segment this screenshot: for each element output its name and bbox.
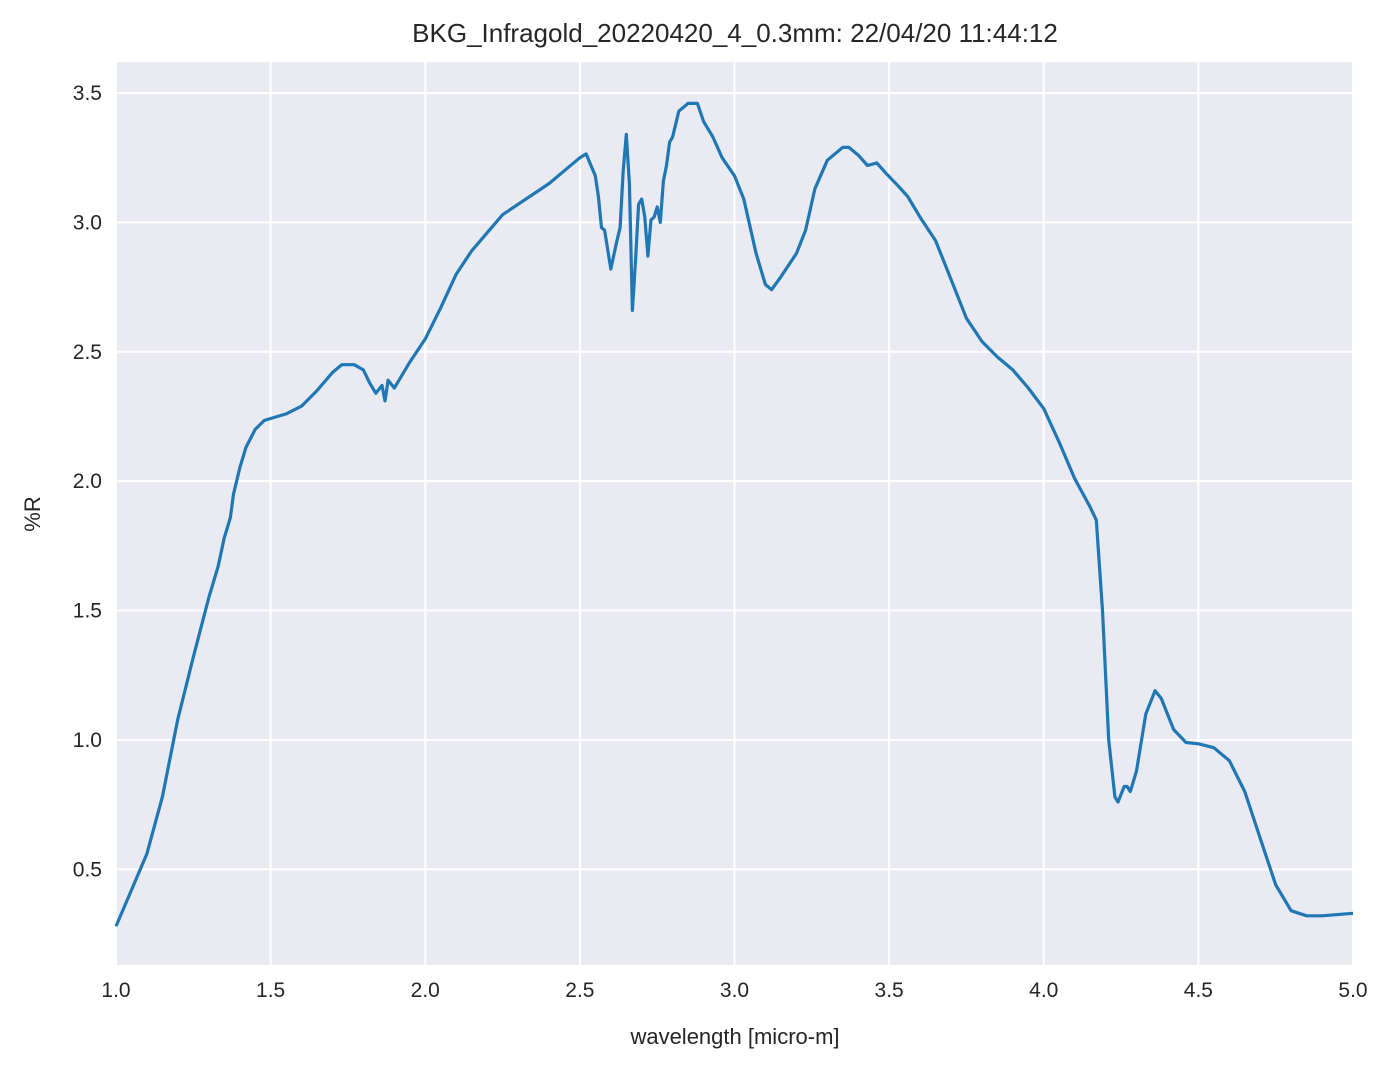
x-tick-label: 1.5 xyxy=(256,979,285,1002)
x-tick-label: 1.0 xyxy=(101,979,130,1002)
x-tick-label: 2.5 xyxy=(565,979,594,1002)
y-tick-label: 1.0 xyxy=(73,729,102,752)
y-tick-label: 2.0 xyxy=(73,470,102,493)
x-tick-label: 3.5 xyxy=(875,979,904,1002)
x-axis-label: wavelength [micro-m] xyxy=(629,1024,839,1049)
x-tick-label: 4.5 xyxy=(1184,979,1213,1002)
y-tick-label: 2.5 xyxy=(73,341,102,364)
y-axis-label: %R xyxy=(20,496,45,531)
chart-title: BKG_Infragold_20220420_4_0.3mm: 22/04/20… xyxy=(412,18,1058,48)
y-tick-label: 1.5 xyxy=(73,600,102,623)
grid xyxy=(115,62,1354,965)
x-tick-label: 4.0 xyxy=(1029,979,1058,1002)
x-tick-label: 2.0 xyxy=(411,979,440,1002)
y-tick-label: 0.5 xyxy=(73,858,102,881)
tick-labels: 1.0 1.5 2.0 2.5 3.0 3.5 4.0 4.5 5.0 0.5 1.0 1.5 2.0 2… xyxy=(73,82,1368,1002)
x-tick-label: 3.0 xyxy=(720,979,749,1002)
y-tick-label: 3.5 xyxy=(73,82,102,105)
x-tick-label: 5.0 xyxy=(1338,979,1367,1002)
y-tick-label: 3.0 xyxy=(73,211,102,234)
series-line xyxy=(114,101,1354,927)
